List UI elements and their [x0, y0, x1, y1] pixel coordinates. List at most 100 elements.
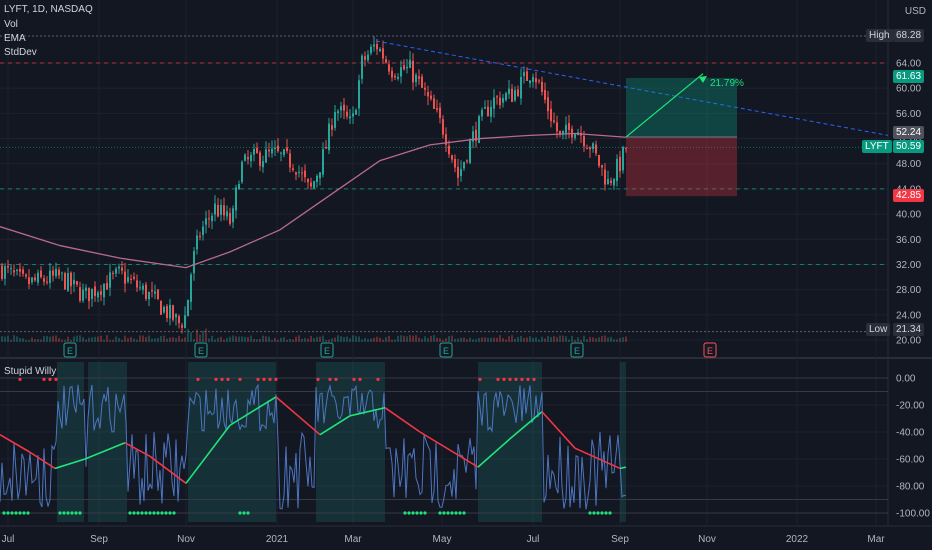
volume-bar: [121, 339, 123, 342]
price-tick-label: 20.00: [896, 336, 921, 347]
volume-bar: [109, 339, 111, 342]
volume-bar: [238, 336, 240, 342]
volume-bar: [94, 336, 96, 342]
candle-body: [43, 278, 45, 282]
candle-body: [280, 152, 282, 154]
volume-bar: [223, 339, 225, 342]
oscillator-signal-segment: [54, 458, 86, 470]
volume-bar: [229, 336, 231, 342]
candle-body: [361, 55, 363, 79]
volume-bar: [595, 338, 597, 342]
volume-bar: [82, 337, 84, 342]
volume-bar: [391, 339, 393, 342]
oversold-dot: [58, 511, 62, 515]
volume-bar: [202, 330, 204, 342]
candle-body: [529, 80, 531, 84]
candle-body: [196, 235, 198, 250]
candle-body: [130, 278, 132, 280]
candle-body: [28, 277, 30, 285]
candle-body: [562, 130, 564, 135]
candle-body: [373, 44, 375, 47]
candle-body: [208, 218, 210, 220]
oscillator-zone: [316, 362, 385, 522]
volume-bar: [217, 337, 219, 342]
overbought-dot: [358, 377, 362, 381]
oscillator-zone: [88, 362, 127, 522]
volume-bar: [97, 336, 99, 342]
ema-line: [0, 132, 627, 269]
volume-bar: [424, 336, 426, 342]
projection-arrowhead: [699, 76, 707, 83]
volume-bar: [184, 337, 186, 342]
time-tick-label: Mar: [867, 534, 885, 545]
volume-bar: [226, 337, 228, 342]
volume-bar: [283, 337, 285, 342]
candle-body: [166, 306, 168, 318]
candle-body: [427, 92, 429, 97]
oversold-dot: [156, 511, 160, 515]
oscillator-signal-segment: [229, 396, 277, 426]
volume-bar: [460, 337, 462, 342]
volume-bar: [169, 337, 171, 342]
candle-body: [490, 106, 492, 117]
candle-body: [343, 104, 345, 111]
volume-bar: [70, 339, 72, 342]
volume-bar: [118, 337, 120, 342]
volume-bar: [64, 339, 66, 342]
overbought-dot: [334, 377, 338, 381]
candle-body: [511, 88, 513, 102]
volume-bar: [55, 335, 57, 342]
candle-body: [73, 279, 75, 285]
volume-bar: [130, 336, 132, 342]
overbought-dot: [508, 377, 512, 381]
oversold-dot: [442, 511, 446, 515]
volume-bar: [115, 336, 117, 342]
earnings-marker-letter: E: [198, 346, 204, 356]
volume-bar: [355, 336, 357, 342]
candle-body: [568, 123, 570, 131]
candle-body: [31, 277, 33, 283]
volume-bar: [139, 335, 141, 342]
volume-bar: [325, 339, 327, 342]
last-symbol: LYFT: [865, 141, 889, 152]
volume-bar: [256, 339, 258, 342]
candle-body: [241, 161, 243, 182]
candle-body: [145, 284, 147, 299]
oversold-dot: [450, 511, 454, 515]
oversold-dot: [152, 511, 156, 515]
volume-bar: [457, 338, 459, 342]
oversold-dot: [168, 511, 172, 515]
volume-bar: [157, 337, 159, 342]
candle-body: [520, 76, 522, 99]
overbought-dot: [48, 377, 52, 381]
candle-body: [307, 178, 309, 183]
candle-body: [478, 116, 480, 143]
volume-bar: [508, 336, 510, 342]
overbought-dot: [502, 377, 506, 381]
oversold-dot: [411, 511, 415, 515]
volume-bar: [166, 338, 168, 342]
candle-body: [271, 148, 273, 154]
candle-body: [358, 80, 360, 109]
candle-body: [160, 300, 162, 315]
candle-body: [49, 270, 51, 283]
oscillator-zone: [188, 362, 276, 522]
candle-body: [391, 70, 393, 78]
volume-bar: [454, 338, 456, 342]
candle-body: [340, 106, 342, 111]
earnings-marker: [570, 342, 584, 358]
volume-bar: [436, 337, 438, 342]
volume-bar: [544, 338, 546, 342]
candle-body: [178, 316, 180, 324]
volume-bar: [85, 339, 87, 342]
oversold-dot: [74, 511, 78, 515]
volume-bar: [100, 335, 102, 342]
price-tick-label: 40.00: [896, 210, 921, 221]
overbought-dot: [514, 377, 518, 381]
entry-price: 52.24: [896, 127, 922, 138]
volume-bar: [442, 339, 444, 342]
candle-body: [544, 90, 546, 100]
volume-bar: [472, 339, 474, 342]
volume-bar: [529, 336, 531, 342]
